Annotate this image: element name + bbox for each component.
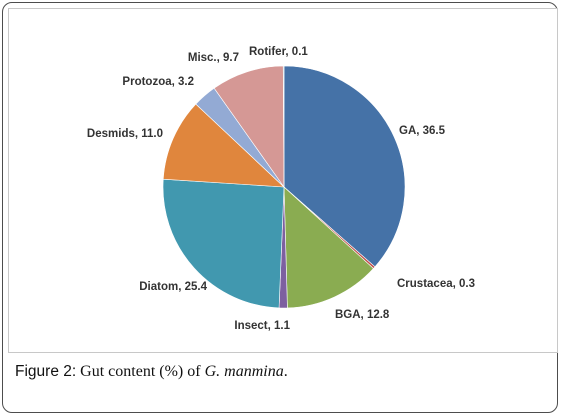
data-label-diatom: Diatom, 25.4 — [139, 281, 207, 293]
data-label-rotifer: Rotifer, 0.1 — [249, 46, 308, 58]
pie-slice-rotifer — [282, 65, 285, 188]
figure-caption: Figure 2: Gut content (%) of G. manmina. — [15, 363, 288, 381]
pie-slices — [162, 65, 406, 309]
pie-slice-diatom — [162, 178, 285, 309]
figure-label: Figure 2: — [15, 363, 77, 380]
data-label-misc: Misc., 9.7 — [188, 52, 239, 64]
pie-chart: GA, 36.5 Crustacea, 0.3 BGA, 12.8 Insect, 1… — [87, 46, 475, 332]
data-label-ga: GA, 36.5 — [399, 125, 446, 137]
data-label-desmids: Desmids, 11.0 — [87, 128, 163, 140]
pie-slice-misc — [213, 65, 285, 188]
pie-slice-ga — [283, 65, 406, 268]
data-label-insect: Insect, 1.1 — [234, 320, 290, 332]
pie-labels: GA, 36.5 Crustacea, 0.3 BGA, 12.8 Insect, 1… — [87, 46, 475, 332]
species-name: G. manmina — [204, 363, 284, 380]
chart-area: GA, 36.5 Crustacea, 0.3 BGA, 12.8 Insect, 1… — [8, 8, 558, 353]
caption-end: . — [283, 363, 288, 380]
pie-slice-desmids — [162, 103, 285, 188]
caption-text: Gut content (%) of — [76, 363, 205, 380]
pie-slice-bga — [283, 186, 374, 309]
data-label-crustacea: Crustacea, 0.3 — [397, 278, 475, 290]
data-label-protozoa: Protozoa, 3.2 — [122, 76, 194, 88]
data-label-bga: BGA, 12.8 — [335, 309, 390, 321]
figure-frame: GA, 36.5 Crustacea, 0.3 BGA, 12.8 Insect, 1… — [2, 2, 558, 413]
